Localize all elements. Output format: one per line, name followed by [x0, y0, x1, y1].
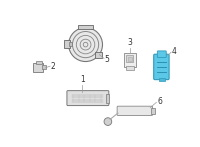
Bar: [36, 61, 42, 64]
Circle shape: [104, 118, 112, 125]
Bar: [151, 108, 155, 114]
Bar: [159, 78, 165, 81]
Text: 1: 1: [80, 75, 85, 84]
FancyBboxPatch shape: [67, 91, 109, 106]
Bar: [64, 40, 70, 48]
Text: 2: 2: [51, 62, 56, 71]
Text: 4: 4: [172, 47, 177, 56]
FancyBboxPatch shape: [157, 51, 166, 57]
Bar: [33, 63, 43, 72]
FancyBboxPatch shape: [117, 106, 153, 115]
Bar: [42, 65, 46, 69]
Bar: [78, 25, 93, 29]
Circle shape: [69, 28, 103, 62]
Bar: [128, 57, 132, 61]
FancyBboxPatch shape: [154, 54, 169, 80]
Bar: [106, 94, 109, 103]
Bar: [126, 66, 134, 70]
Bar: [124, 53, 136, 67]
Text: 6: 6: [157, 97, 162, 106]
Text: 3: 3: [128, 38, 133, 47]
Bar: [69, 41, 72, 46]
Text: 5: 5: [105, 55, 110, 64]
Bar: [95, 52, 102, 58]
Bar: [126, 55, 133, 62]
